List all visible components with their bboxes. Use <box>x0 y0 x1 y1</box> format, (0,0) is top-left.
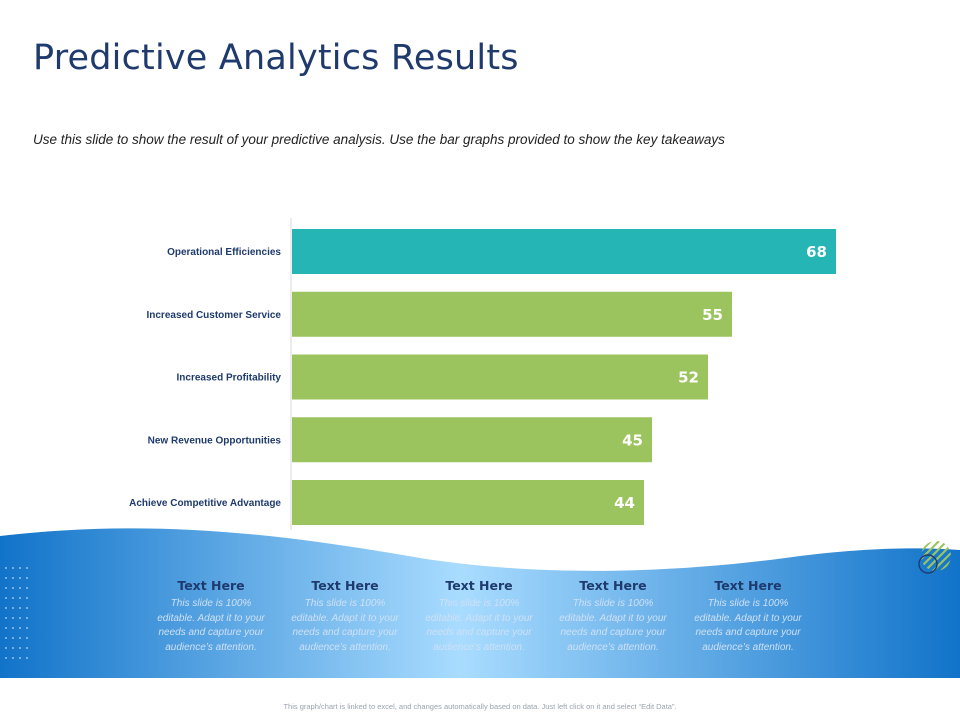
card-body: This slide is 100% editable. Adapt it to… <box>425 598 533 653</box>
text-card: Text Here This slide is 100% editable. A… <box>558 578 668 655</box>
text-card: Text Here This slide is 100% editable. A… <box>693 578 803 655</box>
striped-circle-icon <box>918 541 951 574</box>
dot-grid-decoration-icon <box>5 567 28 659</box>
bar-4 <box>292 480 644 525</box>
text-card: Text Here This slide is 100% editable. A… <box>156 578 266 655</box>
footer-note: This graph/chart is linked to excel, and… <box>283 702 677 711</box>
page-subtitle: Use this slide to show the result of you… <box>33 132 725 147</box>
card-title: Text Here <box>714 578 782 593</box>
bar-2 <box>292 354 708 400</box>
card-title: Text Here <box>445 578 513 593</box>
category-label-1: Increased Customer Service <box>146 310 281 321</box>
bar-3 <box>292 417 652 463</box>
wave-background <box>0 528 960 678</box>
card-title: Text Here <box>311 578 379 593</box>
category-label-4: Achieve Competitive Advantage <box>129 498 281 509</box>
text-card: Text Here This slide is 100% editable. A… <box>424 578 534 655</box>
data-label-4: 44 <box>614 494 635 512</box>
data-label-0: 68 <box>806 243 827 261</box>
text-cards: Text Here This slide is 100% editable. A… <box>0 578 960 678</box>
card-body: This slide is 100% editable. Adapt it to… <box>559 598 667 653</box>
bar-1 <box>292 291 732 337</box>
data-label-1: 55 <box>702 306 723 324</box>
category-label-2: Increased Profitability <box>177 373 282 384</box>
card-body: This slide is 100% editable. Adapt it to… <box>157 598 265 653</box>
card-body: This slide is 100% editable. Adapt it to… <box>291 598 399 653</box>
category-label-3: New Revenue Opportunities <box>148 435 282 446</box>
category-label-0: Operational Efficiencies <box>167 247 281 258</box>
data-label-3: 45 <box>622 431 643 449</box>
bar-0 <box>292 229 836 274</box>
text-card: Text Here This slide is 100% editable. A… <box>290 578 400 655</box>
card-title: Text Here <box>579 578 647 593</box>
card-body: This slide is 100% editable. Adapt it to… <box>694 598 802 653</box>
page-title: Predictive Analytics Results <box>33 38 519 78</box>
card-title: Text Here <box>177 578 245 593</box>
data-label-2: 52 <box>678 369 699 387</box>
